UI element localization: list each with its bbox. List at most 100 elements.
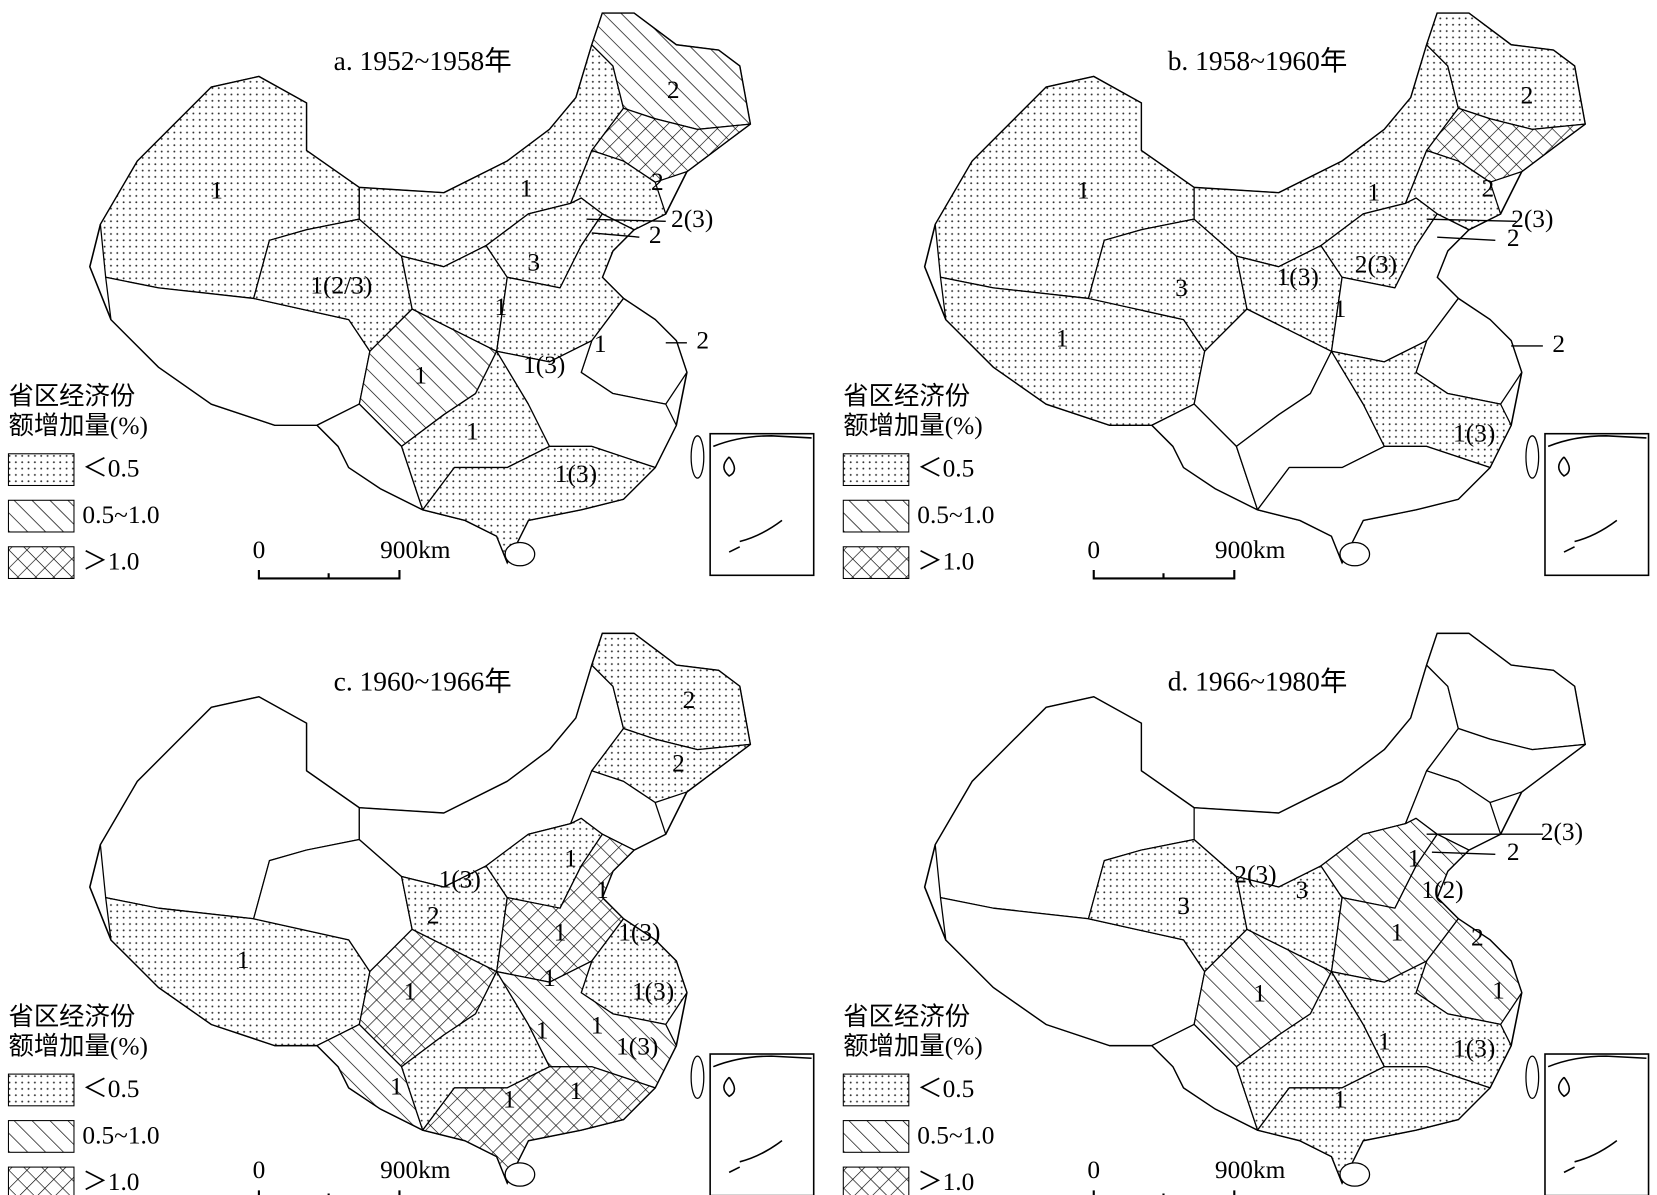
- legend-swatch: [7, 499, 75, 533]
- island: [1339, 1162, 1371, 1187]
- region-label: 2: [649, 221, 662, 249]
- scale-end: 900km: [1215, 536, 1286, 564]
- legend-swatch: [842, 453, 910, 487]
- legend-title: 额增加量(%): [843, 1033, 982, 1061]
- region-label: 2: [651, 168, 664, 196]
- region-label: 2: [1552, 330, 1565, 358]
- province: [1425, 632, 1586, 751]
- panel-title: d. 1966~1980年: [1168, 666, 1348, 696]
- panel-title: c. 1960~1966年: [334, 666, 512, 696]
- scale-bar: [257, 570, 401, 580]
- region-label: 1: [554, 918, 567, 946]
- region-label: 2: [667, 76, 680, 104]
- region-label: 2(3): [1355, 251, 1397, 279]
- legend-label: 0.5~1.0: [917, 1121, 994, 1149]
- region-label: 1: [414, 362, 427, 390]
- region-label: 1(3): [1453, 1035, 1495, 1063]
- island: [504, 1162, 536, 1187]
- region-label: 3: [1296, 876, 1309, 904]
- region-label: 1(3): [439, 866, 481, 894]
- inset-box: [709, 432, 815, 577]
- legend-swatch: [842, 546, 910, 580]
- scale-bar: [1092, 1190, 1236, 1195]
- legend-label: ＞1.0: [917, 1168, 974, 1195]
- region-label: 2(3): [1511, 205, 1553, 233]
- scale-end: 900km: [1215, 1156, 1286, 1184]
- legend-label: ＜0.5: [82, 1075, 139, 1103]
- inset-coast: [1547, 435, 1647, 553]
- scale-start: 0: [253, 1156, 266, 1184]
- island: [1525, 1055, 1540, 1100]
- region-label: 3: [527, 248, 540, 276]
- legend-title: 额增加量(%): [8, 1033, 147, 1061]
- region-label: 1: [1391, 918, 1404, 946]
- region-label: 2(3): [1234, 860, 1276, 888]
- province: [316, 1023, 424, 1131]
- province: [316, 403, 424, 511]
- region-label: 1: [466, 418, 479, 446]
- region-label: 2: [1521, 81, 1534, 109]
- scale-end: 900km: [380, 1156, 451, 1184]
- region-label: 1(2): [1421, 876, 1463, 904]
- province: [1330, 340, 1512, 469]
- island: [1525, 435, 1540, 479]
- region-label: 1: [1408, 844, 1421, 872]
- region-label: 1(3): [616, 1033, 658, 1061]
- region-label: 1: [1077, 177, 1090, 205]
- legend-title: 额增加量(%): [8, 412, 147, 440]
- region-label: 1(3): [1453, 420, 1495, 448]
- region-label: 2(3): [671, 205, 713, 233]
- province: [496, 340, 677, 469]
- legend-title: 省区经济份: [8, 383, 135, 411]
- region-label: 3: [1175, 274, 1188, 302]
- region-label: 1: [237, 946, 250, 974]
- scale-bar: [1092, 570, 1236, 580]
- region-label: 1: [596, 876, 609, 904]
- scale-end: 900km: [380, 536, 451, 564]
- region-label: 3: [1177, 892, 1190, 920]
- province: [1330, 960, 1512, 1089]
- region-label: 2: [1471, 924, 1484, 952]
- inset-coast: [713, 435, 812, 553]
- legend-label: 0.5~1.0: [82, 501, 159, 529]
- province: [1256, 1066, 1491, 1184]
- region-label: 1: [1492, 977, 1505, 1005]
- panel-title: a. 1952~1958年: [334, 46, 512, 76]
- region-label: 1(3): [555, 460, 597, 488]
- legend-label: ＜0.5: [82, 455, 139, 483]
- leader-line: [1431, 851, 1496, 855]
- legend-label: ＞1.0: [82, 1168, 139, 1195]
- region-label: 2: [427, 902, 440, 930]
- region-label: 1: [1334, 1085, 1347, 1113]
- legend-swatch: [842, 499, 910, 533]
- region-label: 1: [570, 1077, 583, 1105]
- region-label: 1: [594, 330, 607, 358]
- region-label: 1: [1378, 1027, 1391, 1055]
- province: [422, 1066, 656, 1184]
- legend-swatch: [842, 1120, 910, 1153]
- region-label: 1(2/3): [310, 272, 372, 300]
- legend-swatch: [842, 1073, 910, 1107]
- legend-label: ＞1.0: [82, 547, 139, 575]
- legend-title: 省区经济份: [843, 383, 970, 411]
- legend-swatch: [7, 1166, 75, 1195]
- scale-start: 0: [1087, 536, 1100, 564]
- inset-box: [1544, 432, 1650, 577]
- leader-line: [591, 232, 640, 238]
- province: [591, 632, 751, 751]
- province: [1425, 12, 1586, 130]
- legend-label: ＜0.5: [917, 1075, 974, 1103]
- legend-swatch: [7, 1120, 75, 1153]
- legend-label: ＞1.0: [917, 547, 974, 575]
- region-label: 1: [591, 1011, 604, 1039]
- region-label: 1: [390, 1073, 403, 1101]
- region-label: 2: [672, 749, 685, 777]
- legend-title: 省区经济份: [8, 1003, 135, 1031]
- region-label: 2: [1482, 174, 1495, 202]
- island: [504, 541, 536, 567]
- region-label: 2: [696, 327, 709, 355]
- region-label: 1: [1334, 295, 1347, 323]
